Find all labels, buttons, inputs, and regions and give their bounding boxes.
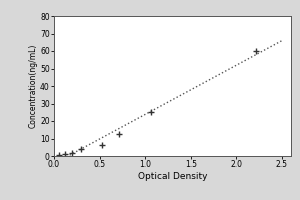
X-axis label: Optical Density: Optical Density	[138, 172, 207, 181]
Y-axis label: Concentration(ng/mL): Concentration(ng/mL)	[28, 44, 37, 128]
